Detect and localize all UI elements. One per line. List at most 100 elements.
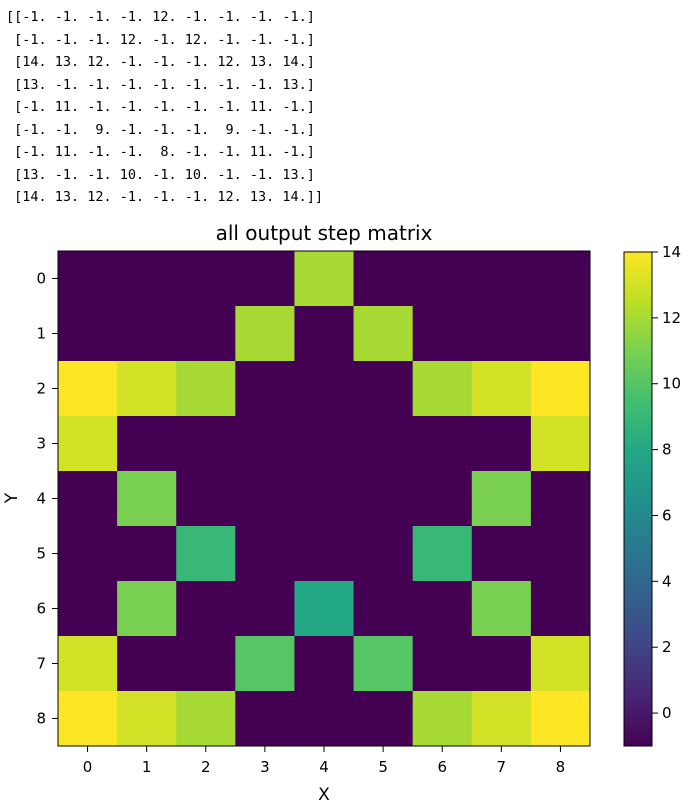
heatmap-cell [294, 691, 355, 747]
heatmap-cell [176, 526, 236, 582]
heatmap-cell [530, 361, 591, 417]
matrix-printout-line: [-1. 11. -1. -1. -1. -1. -1. 11. -1.] [6, 99, 315, 115]
heatmap-cell [117, 416, 177, 472]
heatmap-cell [58, 471, 118, 527]
heatmap-cell [176, 416, 236, 472]
y-tick-label: 6 [36, 600, 46, 618]
colorbar-ticks: 0 2 4 6 8 10 12 14 [652, 243, 681, 722]
heatmap-cell [412, 636, 473, 692]
heatmap-cell [58, 306, 118, 362]
heatmap-cell [471, 306, 532, 362]
heatmap-cell [471, 361, 532, 417]
colorbar-tick-label: 12 [662, 309, 681, 327]
heatmap-cell [471, 416, 532, 472]
heatmap-cell [353, 416, 414, 472]
heatmap-cell [117, 471, 177, 527]
heatmap-cell [471, 691, 532, 747]
heatmap-cell [235, 361, 295, 417]
x-tick-label: 3 [260, 758, 270, 776]
heatmap-cell [235, 581, 295, 637]
heatmap-cell [353, 471, 414, 527]
heatmap-cell [235, 251, 295, 307]
x-tick-label: 0 [83, 758, 93, 776]
heatmap-cell [471, 471, 532, 527]
colorbar-tick-label: 6 [662, 506, 672, 524]
heatmap-cell [471, 581, 532, 637]
matrix-printout-line: [-1. -1. 9. -1. -1. -1. 9. -1. -1.] [6, 121, 315, 138]
y-axis-label: Y [2, 492, 22, 504]
y-tick-label: 1 [36, 325, 46, 343]
heatmap-cell [353, 691, 414, 747]
y-tick-label: 4 [36, 490, 46, 508]
chart-title: all output step matrix [216, 221, 433, 245]
heatmap-cell [176, 581, 236, 637]
y-tick-label: 0 [36, 270, 46, 288]
heatmap-cell [412, 416, 473, 472]
heatmap-cell [294, 526, 355, 582]
heatmap-cell [117, 361, 177, 417]
colorbar-tick-label: 10 [662, 375, 681, 393]
matrix-printout-line: [14. 13. 12. -1. -1. -1. 12. 13. 14.]] [6, 189, 323, 205]
y-tick-label: 5 [36, 545, 46, 563]
x-axis: 0 1 2 3 4 5 6 7 8 [83, 746, 565, 776]
heatmap-cell [294, 251, 355, 307]
heatmap-cell [58, 416, 118, 472]
matrix-printout-line: [14. 13. 12. -1. -1. -1. 12. 13. 14.] [6, 54, 315, 70]
colorbar-tick-label: 14 [662, 243, 681, 261]
heatmap-cell [412, 581, 473, 637]
heatmap-cell [530, 416, 591, 472]
heatmap-cell [471, 526, 532, 582]
x-tick-label: 5 [378, 758, 388, 776]
heatmap-cell [530, 636, 591, 692]
heatmap-cell [176, 691, 236, 747]
x-tick-label: 6 [437, 758, 447, 776]
colorbar-frame [623, 251, 653, 747]
y-axis: 0 1 2 3 4 5 6 7 8 [36, 270, 58, 728]
colorbar-tick-label: 2 [662, 638, 672, 656]
heatmap-cell [530, 306, 591, 362]
matrix-printout-line: [-1. 11. -1. -1. 8. -1. -1. 11. -1.] [6, 144, 315, 160]
heatmap-cell [58, 251, 118, 307]
heatmap-cell [353, 636, 414, 692]
heatmap-cell [294, 636, 355, 692]
x-tick-label: 2 [201, 758, 211, 776]
heatmap-cell [235, 416, 295, 472]
heatmap-cell [412, 361, 473, 417]
x-tick-label: 1 [142, 758, 152, 776]
heatmap-cell [412, 691, 473, 747]
heatmap-cell [235, 526, 295, 582]
heatmap-cell [294, 416, 355, 472]
heatmap-cell [353, 361, 414, 417]
heatmap-cell [530, 581, 591, 637]
heatmap-cell [235, 691, 295, 747]
heatmap-cell [530, 691, 591, 747]
matrix-printout-line: [13. -1. -1. 10. -1. 10. -1. -1. 13.] [6, 166, 315, 183]
x-tick-label: 4 [319, 758, 329, 776]
heatmap-cell [412, 471, 473, 527]
heatmap-cell [353, 251, 414, 307]
heatmap-cell [294, 306, 355, 362]
heatmap-cell [471, 251, 532, 307]
heatmap-cell [117, 526, 177, 582]
matrix-printout-line: [13. -1. -1. -1. -1. -1. -1. -1. 13.] [6, 76, 315, 93]
heatmap-cell [294, 581, 355, 637]
heatmap-cell [58, 526, 118, 582]
heatmap-cell [353, 526, 414, 582]
heatmap-cell [294, 471, 355, 527]
heatmap-cell [530, 526, 591, 582]
y-tick-label: 7 [36, 655, 46, 673]
heatmap-cell [235, 306, 295, 362]
heatmap-cell [58, 581, 118, 637]
matrix-printout-line: [-1. -1. -1. 12. -1. 12. -1. -1. -1.] [6, 31, 315, 48]
heatmap-cell [117, 581, 177, 637]
heatmap-cell [117, 636, 177, 692]
heatmap-grid [58, 251, 591, 747]
colorbar-tick-label: 4 [662, 572, 672, 590]
y-tick-label: 3 [36, 435, 46, 453]
heatmap-cell [294, 361, 355, 417]
heatmap-cell [58, 361, 118, 417]
heatmap-cell [176, 471, 236, 527]
heatmap-cell [235, 471, 295, 527]
heatmap-cell [235, 636, 295, 692]
